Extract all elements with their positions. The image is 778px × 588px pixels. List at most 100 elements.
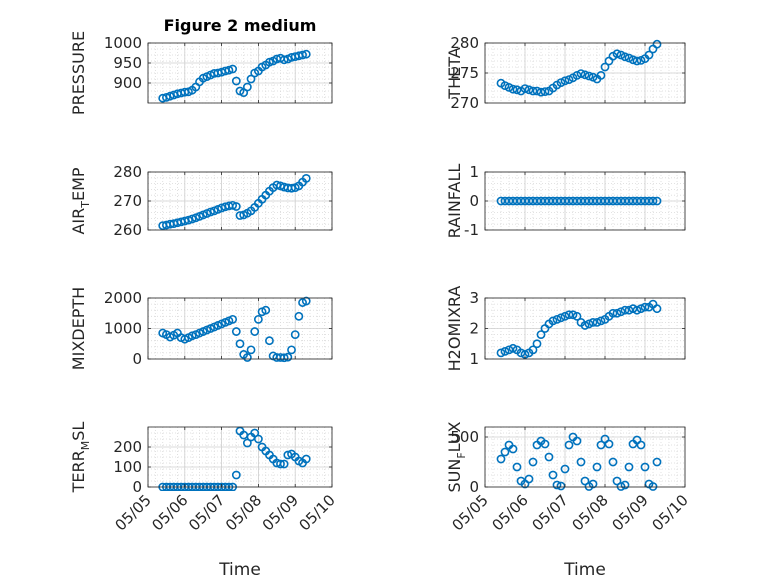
data-point [242, 353, 252, 362]
data-point [528, 457, 538, 467]
y-tick-label: 2000 [104, 289, 142, 307]
data-series [496, 299, 662, 359]
y-tick-label: 0 [132, 478, 142, 496]
data-point [652, 39, 662, 49]
data-point [616, 307, 626, 317]
data-point [640, 302, 650, 312]
x-tick-label: 05/06 [148, 491, 191, 534]
data-point [644, 50, 654, 60]
y-label-rest: LUX [445, 421, 464, 452]
data-series [158, 49, 311, 103]
data-point [596, 71, 606, 80]
data-point [652, 304, 662, 314]
data-point [235, 211, 245, 220]
data-point [576, 69, 586, 78]
data-point [228, 64, 238, 74]
x-tick-label: 05/10 [296, 491, 339, 534]
data-point [640, 462, 650, 472]
data-point [544, 452, 554, 462]
y-tick-label: 100 [113, 458, 142, 476]
data-point [528, 345, 538, 355]
data-point [512, 85, 522, 95]
y-tick-label: 3 [469, 289, 479, 307]
data-point [536, 87, 546, 97]
data-point [556, 313, 566, 323]
data-point [508, 196, 518, 206]
data-point [608, 457, 618, 467]
data-point [294, 311, 304, 321]
y-tick-label: 0 [469, 192, 479, 210]
y-axis-label: H2OMIXRA [445, 286, 464, 372]
subplot-1: 900 950 1000 PRESSURE Figure 2 medium [69, 16, 333, 115]
data-point [604, 439, 614, 449]
data-series [496, 39, 662, 97]
y-tick-label: 1 [469, 163, 479, 181]
data-point [540, 439, 550, 449]
y-axis-label: THETA [445, 47, 464, 99]
data-point [496, 454, 506, 464]
data-point [496, 348, 506, 358]
subplot-4: -1 0 1 RAINFALL [445, 163, 686, 239]
y-tick-label: 1000 [104, 34, 142, 52]
data-point [568, 310, 578, 320]
data-series [158, 173, 311, 231]
y-axis-label: PRESSURE [69, 31, 88, 115]
data-point [572, 311, 582, 321]
data-point [287, 183, 296, 193]
y-tick-label: 1000 [104, 320, 142, 338]
y-axis-label: TERRMSL [69, 422, 92, 494]
data-point [508, 444, 518, 454]
data-series [158, 296, 311, 363]
y-tick-label: 270 [450, 94, 479, 112]
y-label-main: TERR [69, 450, 88, 493]
data-point [261, 305, 271, 315]
data-point [283, 352, 293, 362]
data-point [612, 476, 622, 486]
y-label-rest: EMP [69, 167, 88, 201]
data-point [301, 296, 311, 306]
data-point [231, 76, 241, 86]
x-axis-label: Time [563, 560, 606, 580]
data-point [652, 196, 662, 206]
data-point [231, 470, 241, 480]
data-point [524, 85, 534, 95]
data-series [496, 196, 662, 206]
y-label-main: SUN [445, 459, 464, 493]
data-point [228, 314, 238, 324]
data-point [301, 173, 311, 183]
y-tick-label: 275 [450, 64, 479, 82]
x-tick-label: 05/07 [529, 491, 572, 534]
data-point [231, 202, 241, 211]
data-point [648, 196, 658, 206]
y-axis-label: SUNFLUX [445, 421, 468, 492]
x-tick-label: 05/08 [222, 491, 265, 534]
y-tick-label: 2 [469, 320, 479, 338]
x-tick-label: 05/07 [185, 491, 228, 534]
axes-box [147, 426, 333, 488]
data-series [496, 432, 662, 491]
axes-box [484, 426, 686, 488]
data-point [584, 71, 594, 81]
data-point [652, 457, 662, 467]
y-tick-label: 270 [113, 192, 142, 210]
data-point [572, 436, 582, 446]
data-point [548, 316, 558, 326]
data-point [648, 482, 658, 491]
data-point [301, 454, 311, 464]
data-point [242, 82, 252, 92]
data-point [628, 55, 638, 65]
data-point [512, 462, 522, 472]
y-axis-label: RAINFALL [445, 164, 464, 239]
subplot-6: 1 2 3 H2OMIXRA [445, 286, 686, 372]
x-axis-label: Time [218, 560, 261, 580]
data-point [500, 447, 510, 457]
y-label-subscript: T [79, 201, 92, 209]
y-tick-label: 280 [113, 163, 142, 181]
data-point [532, 86, 542, 96]
y-tick-label: -1 [464, 221, 479, 239]
data-point [231, 327, 241, 336]
y-tick-label: 260 [113, 221, 142, 239]
data-point [520, 84, 530, 93]
data-point [536, 330, 546, 339]
